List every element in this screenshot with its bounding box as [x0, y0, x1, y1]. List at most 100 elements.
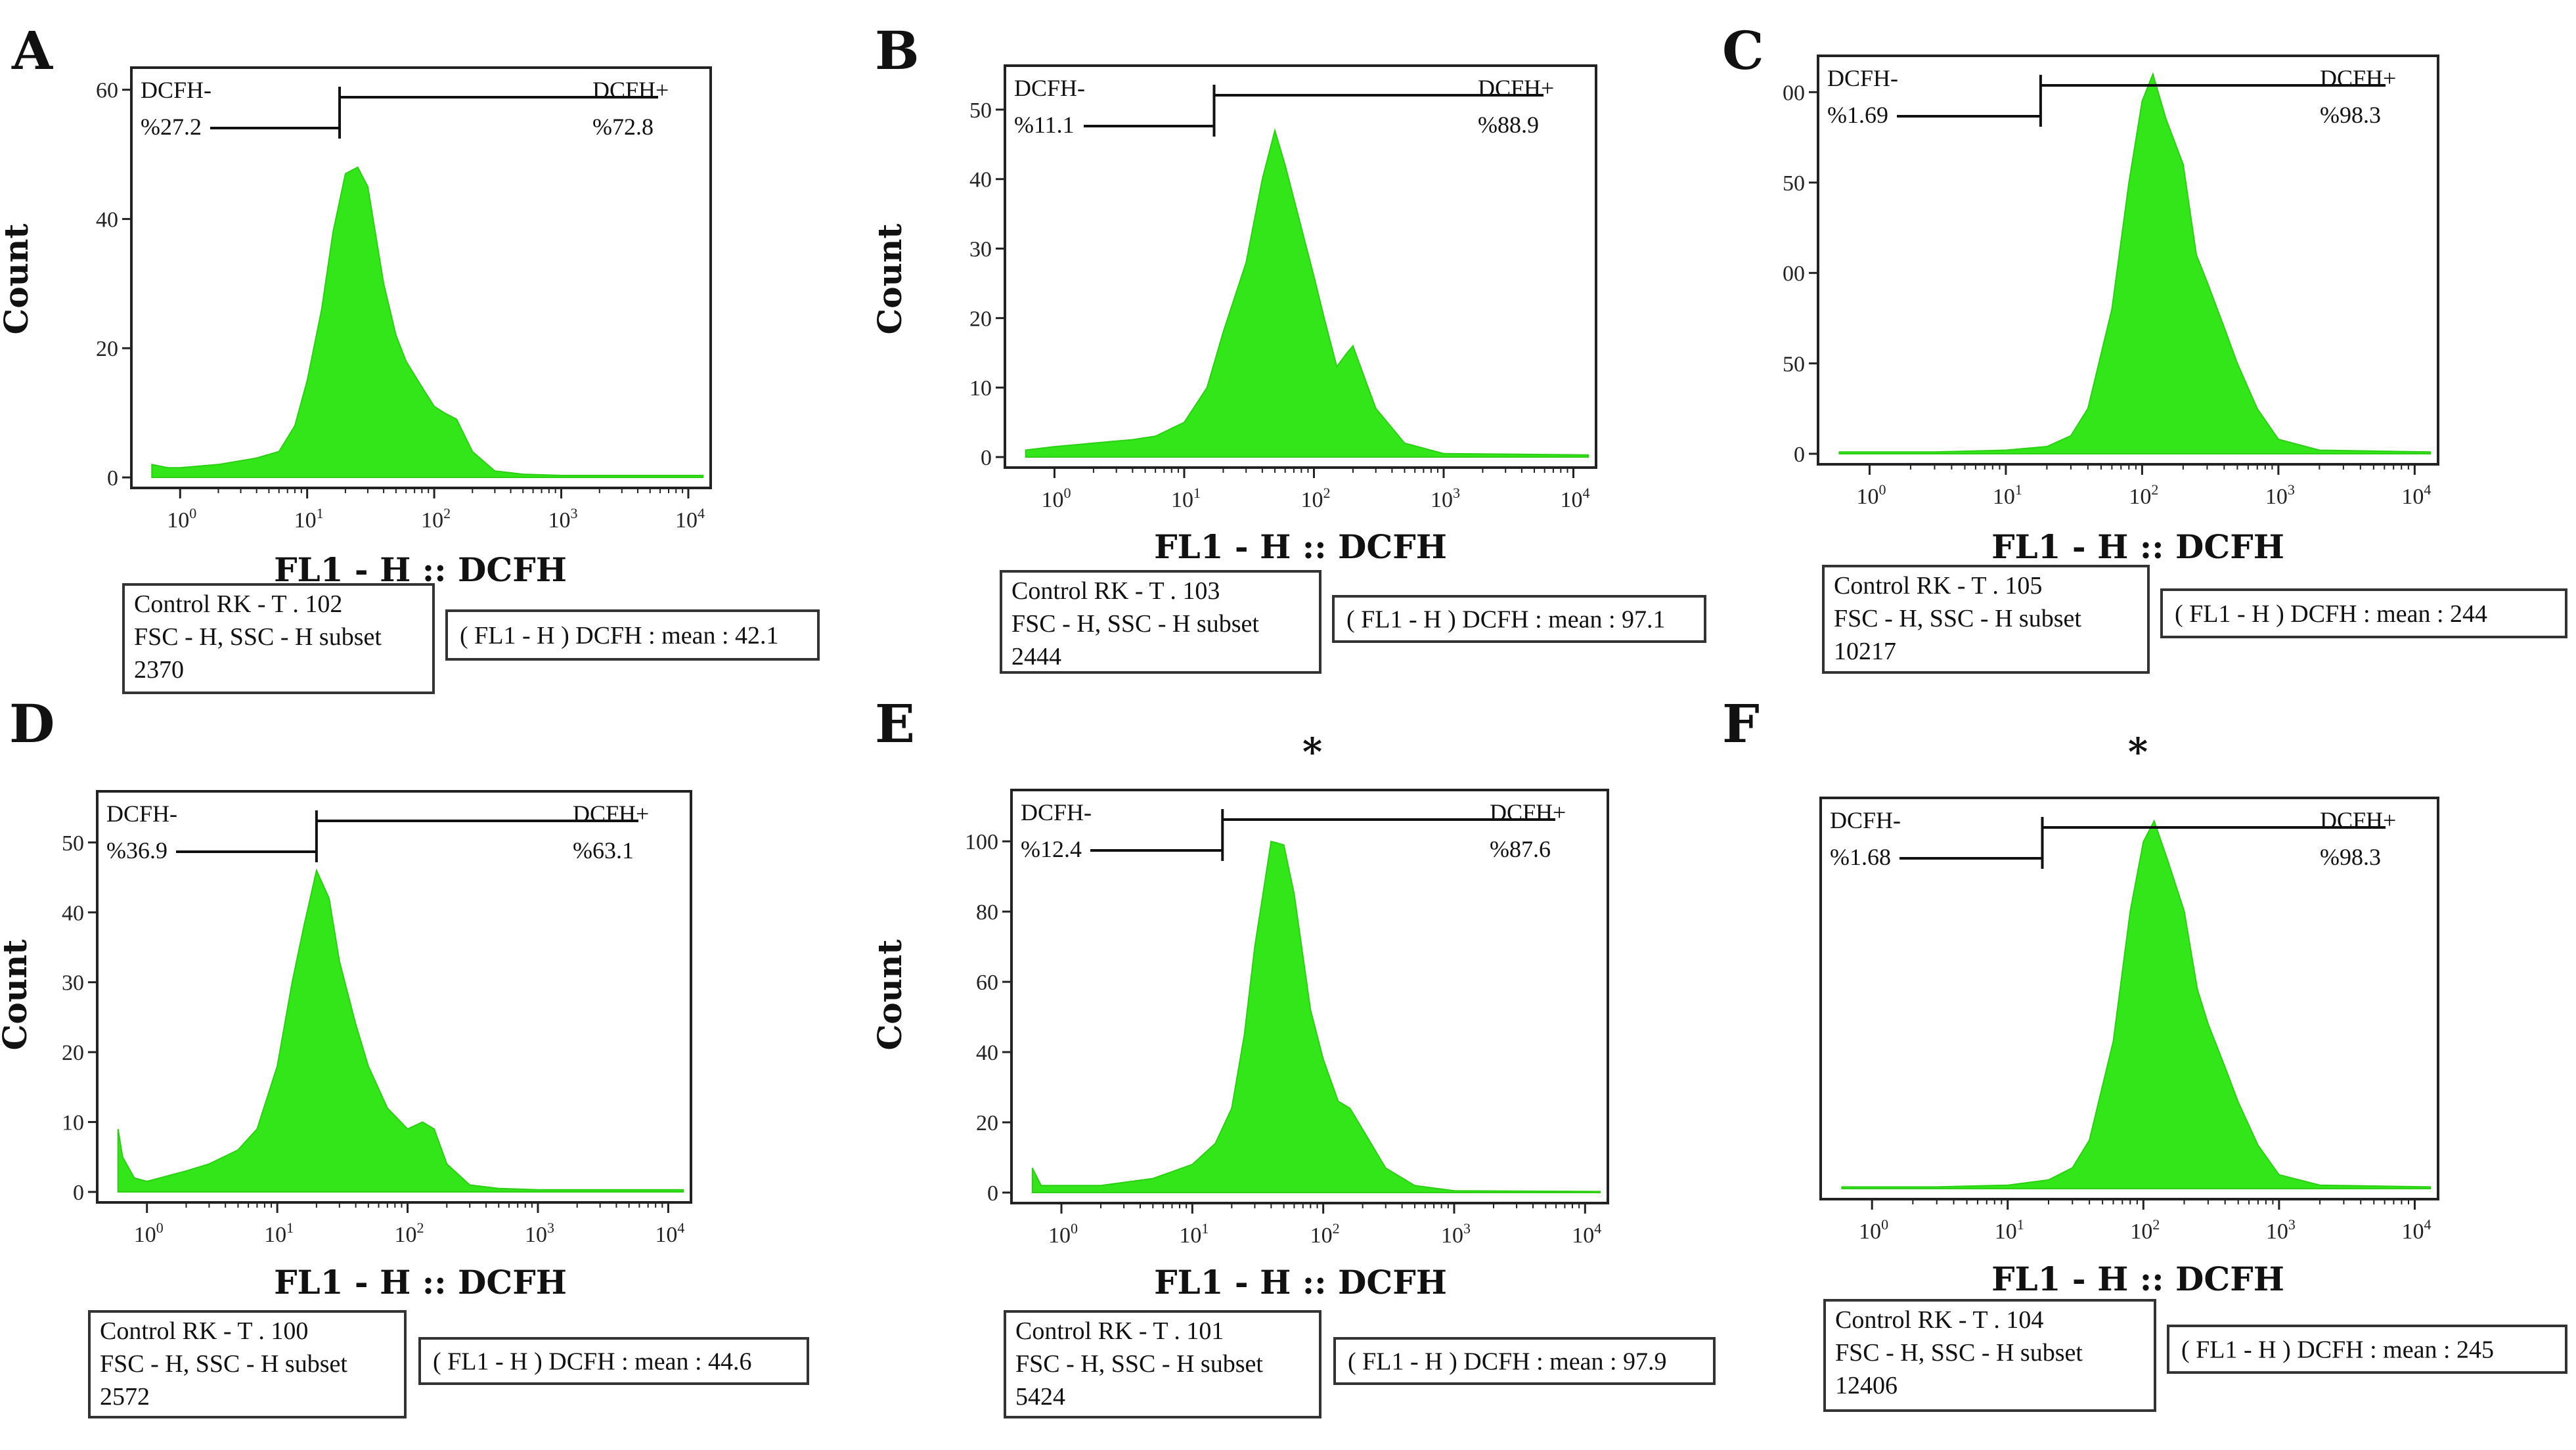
sample-info-box	[1000, 570, 1321, 674]
gate-positive-label: DCFH+	[2320, 65, 2396, 91]
mean-value: ( FL1 - H ) DCFH : mean : 244	[2175, 600, 2487, 628]
y-tick-label: 50	[1783, 352, 1805, 376]
histogram-area	[1838, 72, 2431, 454]
x-tick-label: 102	[1300, 485, 1330, 512]
mean-value: ( FL1 - H ) DCFH : mean : 42.1	[460, 622, 779, 649]
x-tick-label: 104	[675, 505, 705, 533]
x-tick-label: 100	[134, 1219, 164, 1247]
mean-box	[1333, 1337, 1716, 1385]
y-tick-label: 30	[969, 238, 992, 262]
sample-info-line: 2572	[100, 1383, 150, 1411]
y-tick-label: 100	[965, 830, 998, 854]
x-tick-label: 100	[167, 505, 196, 533]
significance-star: *	[1302, 730, 1322, 774]
x-tick-label: 101	[1171, 485, 1201, 512]
gate-negative-value: %11.1	[1014, 112, 1075, 138]
panel-letter: B	[875, 20, 920, 81]
sample-info-line: FSC - H, SSC - H subset	[134, 623, 382, 651]
x-tick-label: 104	[1572, 1220, 1601, 1248]
gate-positive-label: DCFH+	[592, 77, 669, 103]
gate-negative-label: DCFH-	[141, 77, 211, 103]
gate-negative-label: DCFH-	[106, 801, 177, 827]
gate-negative-label: DCFH-	[1827, 65, 1898, 91]
x-tick-label: 103	[525, 1219, 554, 1247]
y-tick-label: 50	[1783, 171, 1805, 196]
gate-negative-value: %1.68	[1830, 844, 1891, 870]
y-tick-label: 50	[969, 99, 992, 123]
y-tick-label: 60	[96, 79, 118, 103]
x-tick-label: 102	[1310, 1220, 1340, 1248]
panel-e: E * 0 20 40 60 80 100 100 101 102 103 104 Count FL1 - …	[870, 693, 1716, 1418]
y-axis-label: Count	[870, 224, 909, 335]
panel-letter: C	[1722, 20, 1764, 81]
gate-positive-value: %98.3	[2320, 102, 2381, 128]
x-tick-label: 100	[1041, 485, 1071, 512]
x-tick-label: 101	[294, 505, 324, 533]
x-tick-label: 104	[2401, 481, 2431, 509]
y-tick-label: 40	[976, 1041, 998, 1065]
gate-negative-label: DCFH-	[1014, 75, 1085, 101]
sample-info-line: FSC - H, SSC - H subset	[1015, 1350, 1263, 1378]
y-tick-label: 30	[62, 971, 84, 996]
panel-letter: E	[875, 693, 915, 755]
panel-letter: F	[1722, 693, 1760, 755]
gate-positive-value: %72.8	[592, 114, 654, 140]
sample-info-line: Control RK - T . 103	[1011, 577, 1220, 605]
y-axis-label: Count	[0, 224, 35, 335]
x-tick-label: 102	[421, 505, 451, 533]
gate-negative-value: %1.69	[1827, 102, 1888, 128]
sample-info-line: FSC - H, SSC - H subset	[100, 1350, 347, 1378]
y-tick-label: 20	[96, 337, 118, 361]
y-tick-label: 0	[987, 1181, 998, 1206]
gate-negative-label: DCFH-	[1021, 799, 1092, 825]
panel-d: D 0 10 20 30 40 50 100 101 102 103 104 Count FL1 - H …	[0, 693, 809, 1418]
gate-positive-value: %88.9	[1478, 112, 1539, 138]
y-tick-label: 50	[62, 831, 84, 856]
mean-box	[418, 1337, 809, 1385]
sample-info-line: 2370	[134, 656, 184, 684]
gate-negative-value: %27.2	[141, 114, 202, 140]
sample-info-line: Control RK - T . 102	[134, 590, 342, 618]
y-tick-label: 20	[62, 1041, 84, 1065]
x-tick-label: 102	[395, 1219, 424, 1247]
x-axis-label: FL1 - H :: DCFH	[274, 1263, 567, 1302]
y-tick-label: 0	[73, 1181, 84, 1205]
x-tick-label: 102	[2129, 481, 2158, 509]
significance-star: *	[2128, 730, 2148, 774]
mean-value: ( FL1 - H ) DCFH : mean : 97.9	[1348, 1348, 1667, 1376]
gate-positive-value: %63.1	[573, 837, 634, 864]
sample-info-line: FSC - H, SSC - H subset	[1011, 610, 1259, 638]
histogram-area	[117, 868, 684, 1193]
x-tick-label: 101	[1993, 481, 2022, 509]
gate-positive-label: DCFH+	[1478, 75, 1554, 101]
x-axis-label: FL1 - H :: DCFH	[274, 550, 567, 589]
gate-positive-value: %87.6	[1490, 836, 1551, 862]
x-tick-label: 103	[2265, 481, 2295, 509]
x-tick-label: 100	[1856, 481, 1886, 509]
x-tick-label: 100	[1048, 1220, 1078, 1248]
x-tick-label: 104	[655, 1219, 684, 1247]
x-tick-label: 101	[1179, 1220, 1209, 1248]
histogram-area	[1841, 819, 2431, 1189]
gate-negative-value: %36.9	[106, 837, 167, 864]
x-axis-label: FL1 - H :: DCFH	[1154, 527, 1447, 566]
sample-info-line: 10217	[1834, 638, 1896, 665]
mean-box	[2160, 588, 2567, 638]
x-tick-label: 102	[2130, 1216, 2160, 1244]
x-tick-label: 103	[1441, 1220, 1471, 1248]
y-tick-label: 60	[976, 971, 998, 995]
y-tick-label: 20	[976, 1111, 998, 1135]
y-tick-label: 10	[62, 1111, 84, 1135]
y-tick-label: 20	[969, 307, 992, 331]
y-axis-label: Count	[870, 940, 909, 1051]
y-tick-label: 40	[969, 168, 992, 192]
x-tick-label: 101	[1995, 1216, 2024, 1244]
x-tick-label: 101	[264, 1219, 294, 1247]
histogram-area	[151, 166, 703, 478]
y-axis-label: Count	[0, 940, 34, 1051]
x-axis-label: FL1 - H :: DCFH	[1154, 1263, 1447, 1302]
mean-value: ( FL1 - H ) DCFH : mean : 97.1	[1346, 606, 1666, 634]
x-axis-label: FL1 - H :: DCFH	[1991, 1260, 2284, 1298]
y-tick-label: 40	[62, 901, 84, 925]
